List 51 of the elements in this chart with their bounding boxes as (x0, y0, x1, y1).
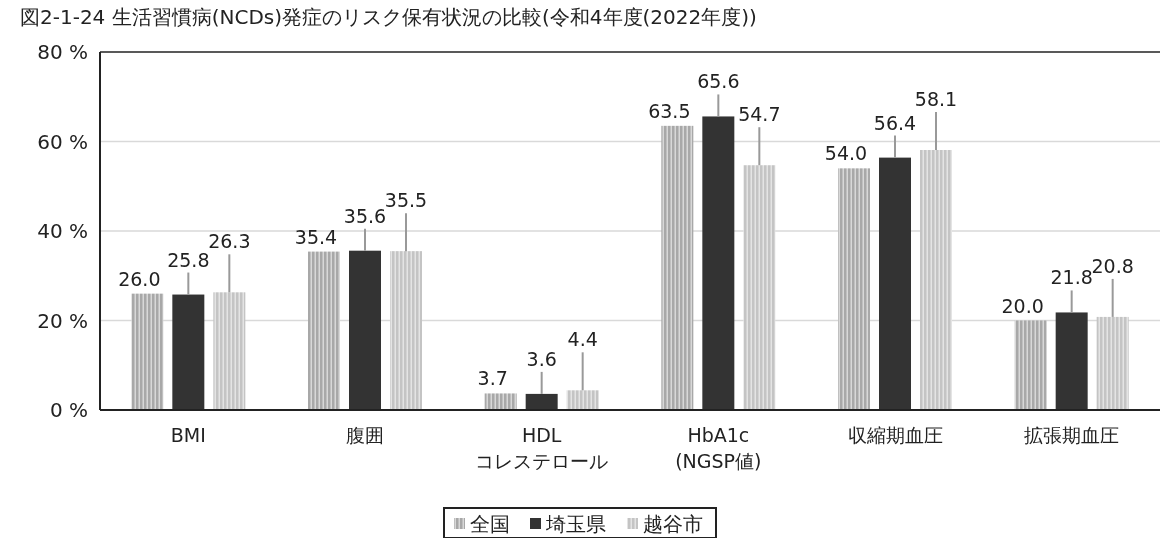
bar (131, 293, 164, 410)
x-tick-label: 拡張期血圧 (1024, 424, 1120, 446)
data-label: 3.7 (477, 367, 508, 390)
bar (1014, 320, 1047, 410)
bar (390, 251, 422, 410)
x-tick-label: HDL コレステロール (475, 424, 609, 472)
data-label: 20.8 (1091, 254, 1134, 277)
data-label: 63.5 (648, 99, 691, 122)
bar (1096, 316, 1129, 410)
bar (213, 292, 246, 410)
y-tick-label: 80 % (37, 40, 88, 64)
y-tick-label: 20 % (37, 308, 88, 333)
x-tick-label: 収縮期血圧 (847, 424, 943, 446)
legend-label: 越谷市 (643, 512, 703, 536)
bar (879, 157, 911, 410)
data-label: 3.6 (526, 347, 557, 370)
data-label: 35.4 (294, 225, 338, 248)
y-tick-label: 0 % (49, 398, 88, 422)
data-label: 25.8 (167, 248, 210, 271)
x-tick-label: HbA1c (NGSP値) (675, 424, 762, 472)
bar (661, 125, 694, 410)
legend-label: 全国 (470, 512, 510, 536)
data-label: 21.8 (1050, 266, 1093, 289)
data-label: 54.0 (824, 142, 868, 165)
bar (1055, 312, 1088, 410)
bar (349, 250, 381, 410)
bar (484, 393, 517, 410)
data-label: 26.0 (118, 267, 161, 290)
bar (702, 116, 735, 410)
bar (525, 393, 558, 410)
y-tick-label: 60 % (37, 129, 88, 154)
data-label: 65.6 (697, 70, 740, 93)
bar (838, 168, 870, 410)
data-label: 4.4 (567, 328, 598, 351)
chart-title: 図2-1-24 生活習慣病(NCDs)発症のリスク保有状況の比較(令和4年度(2022年度)) (20, 5, 757, 29)
data-label: 58.1 (914, 88, 958, 110)
data-label: 35.5 (384, 189, 428, 212)
x-tick-label: BMI (170, 424, 206, 446)
y-tick-label: 40 % (37, 219, 88, 243)
x-tick-label: 腹囲 (346, 424, 384, 446)
bar (172, 294, 205, 410)
data-label: 54.7 (738, 103, 781, 126)
data-label: 56.4 (873, 111, 917, 134)
data-label: 26.3 (208, 230, 251, 253)
data-label: 35.6 (343, 204, 387, 227)
data-label: 20.0 (1001, 294, 1044, 317)
bar (920, 150, 952, 410)
bar (308, 251, 340, 410)
bar (743, 165, 776, 410)
legend-label: 埼玉県 (545, 512, 606, 536)
bar (566, 390, 599, 410)
